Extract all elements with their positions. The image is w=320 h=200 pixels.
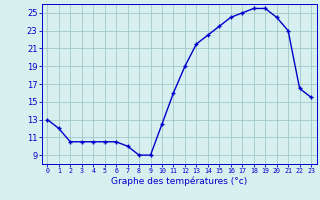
X-axis label: Graphe des températures (°c): Graphe des températures (°c) xyxy=(111,177,247,186)
